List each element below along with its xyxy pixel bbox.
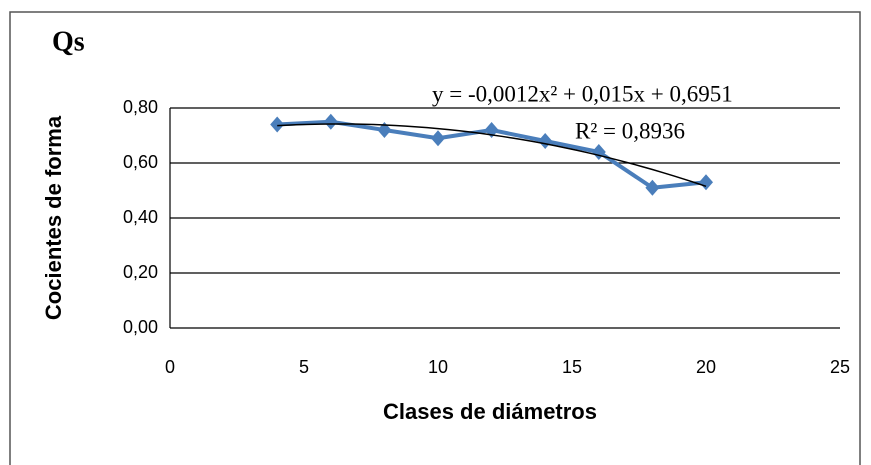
data-marker: [323, 113, 338, 130]
y-tick-label: 0,60: [123, 152, 158, 172]
data-marker: [538, 133, 553, 149]
x-tick-label: 0: [165, 357, 175, 377]
data-marker: [699, 174, 713, 191]
data-marker: [431, 130, 445, 147]
x-axis-label: Clases de diámetros: [383, 399, 597, 424]
y-tick-label: 0,00: [123, 317, 158, 337]
trend-line: [277, 123, 707, 188]
y-axis-label: Cocientes de forma: [41, 115, 66, 320]
x-tick-label: 5: [299, 357, 309, 377]
x-tick-label: 25: [830, 357, 850, 377]
trend-equation: y = -0,0012x² + 0,015x + 0,6951: [432, 81, 733, 106]
chart-frame: [9, 11, 861, 465]
x-tick-label: 15: [562, 357, 582, 377]
trend-r-squared: R² = 0,8936: [575, 118, 685, 143]
x-tick-label: 20: [696, 357, 716, 377]
y-tick-label: 0,80: [123, 97, 158, 117]
data-marker: [270, 116, 285, 133]
y-tick-label: 0,40: [123, 207, 158, 227]
y-tick-label: 0,20: [123, 262, 158, 282]
data-marker: [645, 179, 660, 196]
x-tick-label: 10: [428, 357, 448, 377]
chart-title: Qs: [52, 26, 85, 57]
data-marker: [377, 122, 392, 138]
